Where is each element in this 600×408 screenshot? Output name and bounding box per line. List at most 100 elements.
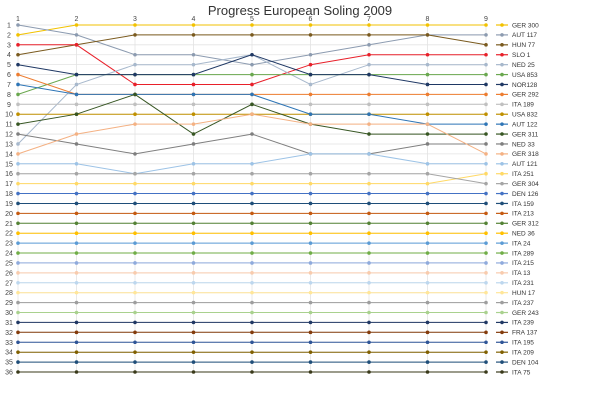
legend-entry: AUT 121: [496, 161, 538, 168]
legend-marker: [500, 72, 504, 77]
legend-entry: ITA 231: [496, 280, 534, 287]
data-point: [484, 43, 488, 47]
data-point: [425, 142, 430, 146]
legend-label: GER 300: [512, 22, 539, 29]
y-tick-label: 12: [5, 132, 13, 139]
data-point: [367, 52, 371, 57]
y-tick-label: 24: [5, 251, 13, 258]
legend-label: NED 36: [512, 231, 535, 238]
data-point: [133, 251, 137, 255]
data-point: [191, 191, 196, 196]
data-point: [191, 162, 196, 166]
legend-entry: ITA 237: [496, 300, 534, 307]
legend-entry: ITA 195: [496, 340, 534, 347]
legend-entry: NED 36: [496, 231, 535, 238]
data-point: [367, 300, 371, 305]
series: [16, 370, 488, 374]
legend-marker: [500, 261, 504, 265]
data-point: [367, 360, 371, 364]
y-tick-label: 15: [5, 161, 13, 168]
data-point: [16, 221, 20, 226]
legend-label: ITA 239: [512, 320, 534, 327]
data-point: [191, 320, 196, 325]
data-point: [250, 62, 254, 67]
data-point: [250, 320, 254, 325]
data-point: [367, 191, 371, 196]
series: [16, 241, 488, 245]
data-point: [250, 72, 254, 77]
data-point: [133, 52, 137, 57]
y-tick-label: 8: [7, 92, 11, 99]
data-point: [16, 162, 20, 166]
data-point: [367, 231, 371, 235]
data-point: [250, 280, 254, 285]
data-point: [308, 310, 313, 315]
legend-label: AUT 121: [512, 161, 538, 168]
data-point: [191, 132, 196, 136]
legend-label: ITA 195: [512, 340, 534, 347]
data-point: [308, 300, 313, 305]
legend-marker: [500, 201, 504, 206]
data-point: [133, 360, 137, 364]
data-point: [308, 62, 313, 67]
data-point: [250, 330, 254, 335]
data-point: [133, 340, 137, 345]
legend-label: ITA 209: [512, 349, 534, 356]
data-point: [308, 251, 313, 255]
data-point: [16, 72, 20, 77]
data-point: [425, 201, 430, 206]
x-tick-label: 8: [426, 16, 430, 23]
y-tick-label: 26: [5, 270, 13, 277]
data-point: [16, 231, 20, 235]
legend-marker: [500, 370, 504, 374]
data-point: [191, 33, 196, 37]
y-tick-label: 23: [5, 241, 13, 248]
y-tick-label: 28: [5, 290, 13, 297]
data-point: [191, 52, 196, 57]
data-point: [367, 72, 371, 77]
legend-marker: [500, 152, 504, 156]
legend-entry: ITA 209: [496, 349, 534, 356]
legend-entry: ITA 13: [496, 270, 531, 277]
data-point: [191, 102, 196, 107]
data-point: [484, 370, 488, 374]
data-point: [308, 241, 313, 245]
data-point: [367, 201, 371, 206]
data-point: [74, 320, 79, 325]
data-point: [16, 181, 20, 186]
data-point: [74, 33, 79, 37]
legend-marker: [500, 350, 504, 354]
data-point: [367, 23, 371, 27]
data-point: [133, 72, 137, 77]
legend-entry: ITA 289: [496, 250, 534, 257]
data-point: [425, 261, 430, 265]
data-point: [308, 92, 313, 97]
legend-entry: USA 832: [496, 112, 538, 119]
legend-entry: ITA 189: [496, 102, 534, 109]
data-point: [308, 152, 313, 156]
data-point: [133, 310, 137, 315]
data-point: [133, 62, 137, 67]
y-tick-label: 33: [5, 340, 13, 347]
legend-label: NOR128: [512, 82, 538, 89]
data-point: [250, 290, 254, 295]
data-point: [191, 122, 196, 126]
data-point: [133, 122, 137, 126]
data-point: [250, 251, 254, 255]
data-point: [133, 221, 137, 226]
data-point: [133, 92, 137, 97]
data-point: [74, 280, 79, 285]
data-point: [367, 271, 371, 275]
legend-entry: AUT 122: [496, 121, 538, 128]
legend-marker: [500, 112, 504, 117]
data-point: [308, 370, 313, 374]
legend-entry: GER 311: [496, 131, 539, 138]
legend-label: ITA 75: [512, 369, 531, 376]
legend-label: GER 318: [512, 151, 539, 158]
data-point: [425, 320, 430, 325]
data-point: [425, 102, 430, 107]
data-point: [484, 181, 488, 186]
data-point: [16, 340, 20, 345]
data-point: [16, 152, 20, 156]
data-point: [191, 350, 196, 354]
